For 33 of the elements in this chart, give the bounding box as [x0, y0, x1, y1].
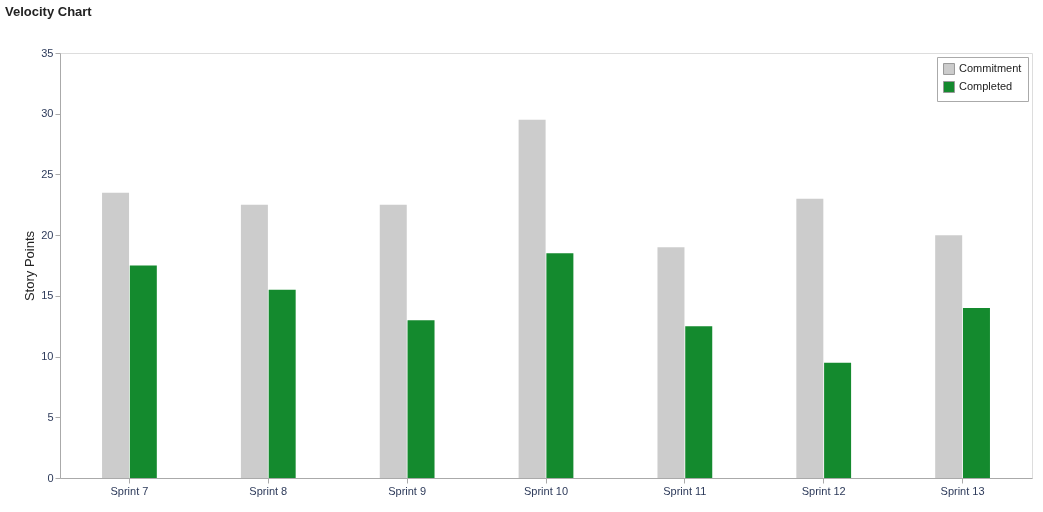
- bar: [102, 192, 130, 478]
- y-tick-label: 0: [47, 471, 54, 484]
- y-tick-label: 30: [41, 107, 54, 120]
- y-axis-title: Story Points: [22, 230, 38, 302]
- bar: [407, 320, 435, 478]
- bar: [935, 235, 963, 478]
- x-tick-label: Sprint 13: [940, 484, 985, 497]
- y-tick-label: 10: [41, 350, 54, 363]
- x-tick-label: Sprint 10: [523, 484, 569, 497]
- x-tick-label: Sprint 7: [110, 484, 149, 497]
- bar: [962, 308, 990, 478]
- legend-label: Commitment: [959, 62, 1022, 74]
- bar: [657, 247, 685, 478]
- bar: [268, 289, 296, 478]
- x-tick-label: Sprint 9: [388, 484, 427, 497]
- bar: [546, 253, 574, 478]
- x-tick-label: Sprint 12: [801, 484, 846, 497]
- legend-label: Completed: [959, 80, 1013, 92]
- y-tick-label: 5: [47, 410, 54, 423]
- y-tick-label: 35: [41, 46, 54, 59]
- chart-title: Velocity Chart: [5, 4, 93, 19]
- y-tick-label: 15: [41, 289, 54, 302]
- bar: [129, 265, 157, 478]
- x-tick-label: Sprint 8: [249, 484, 288, 497]
- bar: [518, 119, 546, 478]
- y-tick-label: 20: [41, 228, 54, 241]
- y-tick-label: 25: [41, 167, 54, 180]
- bar: [685, 326, 713, 478]
- bar: [824, 362, 852, 478]
- bar: [240, 204, 268, 478]
- x-tick-label: Sprint 11: [663, 484, 707, 497]
- bar: [379, 204, 407, 478]
- bar: [796, 198, 824, 478]
